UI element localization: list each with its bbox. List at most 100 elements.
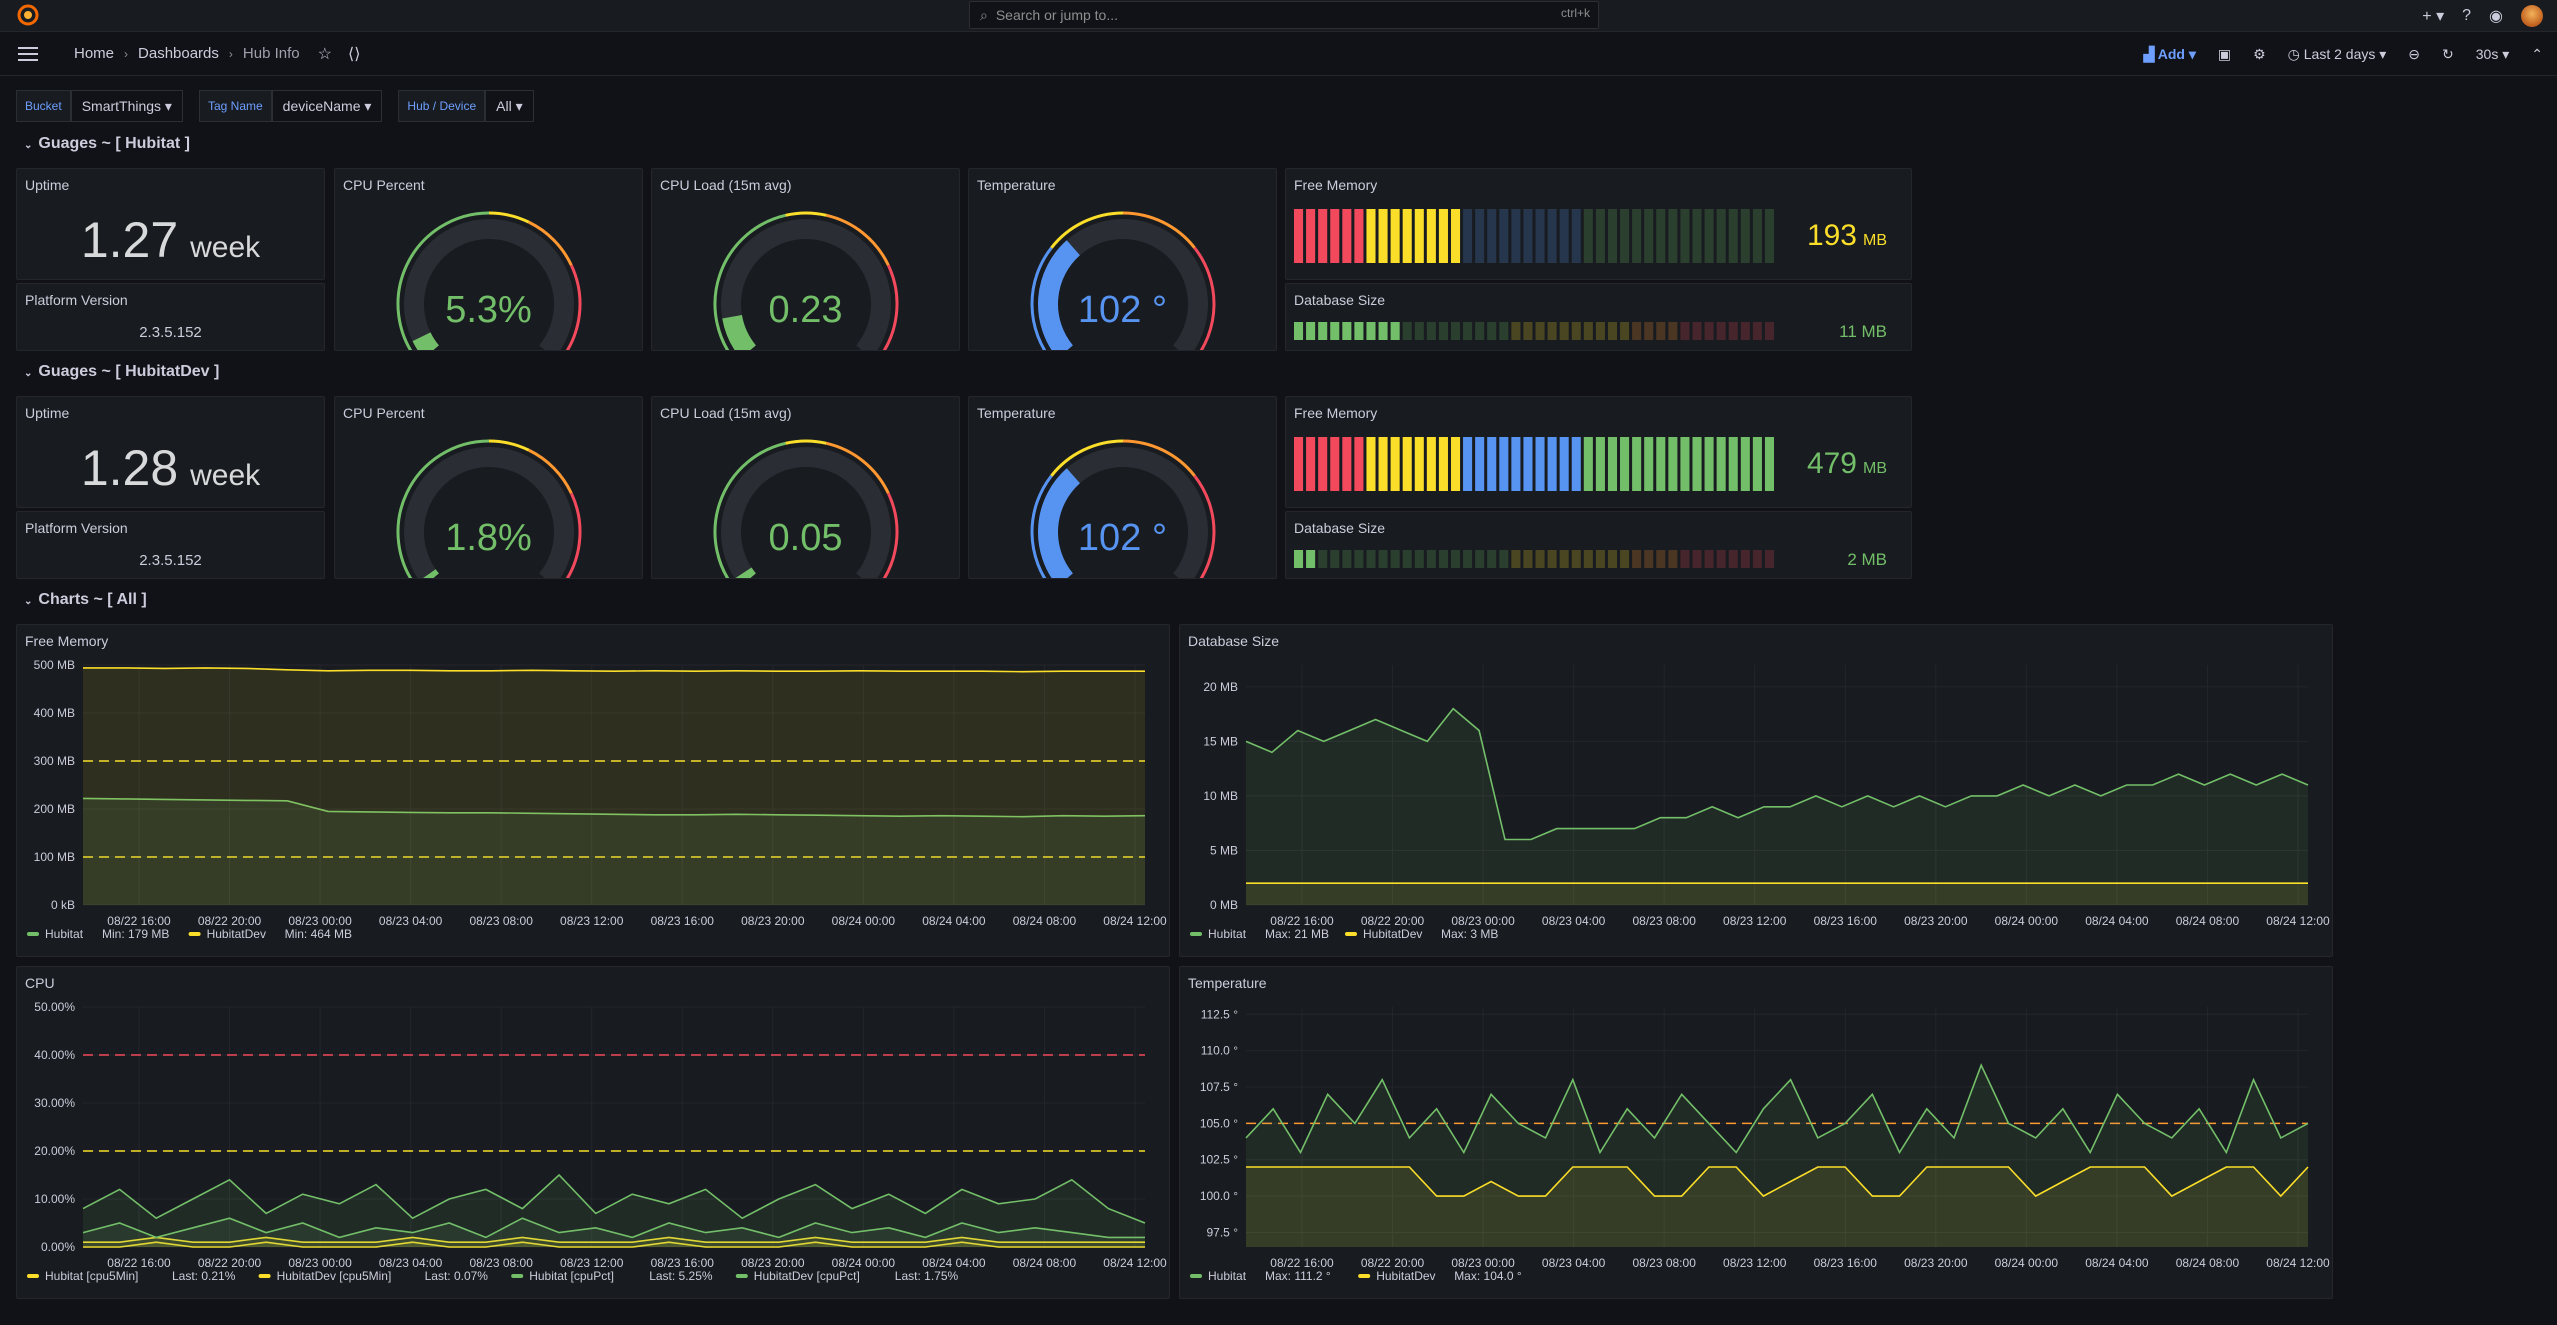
help-icon[interactable]: ? <box>2462 7 2472 24</box>
panel-cpu-gauge[interactable]: CPU Percent 1.8% <box>334 396 643 579</box>
bar-segment <box>1764 322 1774 340</box>
x-tick-label: 08/23 20:00 <box>1904 1256 1968 1270</box>
x-tick-label: 08/22 16:00 <box>107 914 171 928</box>
news-feed-icon[interactable]: ◉ <box>2489 8 2503 25</box>
panel-title: Temperature <box>977 405 1056 421</box>
gauge-track <box>404 219 574 350</box>
bar-segment <box>1499 322 1509 340</box>
bar-gauge-value-wrap: 193 MB <box>1807 219 1887 253</box>
settings-gear-icon[interactable]: ⚙ <box>2253 45 2266 62</box>
zoom-out-icon[interactable]: ⊖ <box>2408 45 2421 62</box>
grafana-logo-icon[interactable] <box>16 3 40 27</box>
panel-title: Temperature <box>1188 975 1267 991</box>
panel-temperature-chart[interactable]: Temperature 97.5 ° 100.0 ° 102.5 ° 105.0 ° 1… <box>1179 966 2333 1299</box>
bar-segment <box>1378 209 1388 263</box>
bar-segment <box>1764 550 1774 568</box>
panel-platform-version[interactable]: Platform Version 2.3.5.152 <box>16 511 325 579</box>
panel-free-memory-chart[interactable]: Free Memory 0 kB 100 MB 200 MB 300 MB 400 MB… <box>16 624 1170 957</box>
refresh-interval-picker[interactable]: 30s ▾ <box>2475 45 2510 62</box>
free-memory-chart: 0 kB 100 MB 200 MB 300 MB 400 MB 500 MB 08/22 … <box>27 658 1167 941</box>
refresh-icon[interactable]: ↻ <box>2442 45 2454 62</box>
share-icon[interactable]: ⟨⟩ <box>347 45 361 63</box>
bar-segment <box>1450 322 1461 340</box>
gauge-threshold-band <box>882 492 899 578</box>
legend-swatch <box>1345 932 1357 936</box>
bar-segment <box>1390 550 1400 568</box>
panel-uptime[interactable]: Uptime 1.27 week <box>16 168 325 280</box>
bar-segment <box>1330 550 1340 568</box>
panel-freemem-bargauge[interactable]: Free Memory 193 MB <box>1285 168 1912 280</box>
row-header-hubitat[interactable]: ⌄ Guages ~ [ Hubitat ] <box>24 135 190 153</box>
y-tick-label: 107.5 ° <box>1200 1080 1238 1094</box>
bar-segment <box>1499 550 1509 568</box>
bar-segment <box>1354 322 1364 340</box>
panel-uptime[interactable]: Uptime 1.28 week <box>16 396 325 508</box>
panel-title: CPU Percent <box>343 177 425 193</box>
add-button[interactable]: ▟ Add ▾ <box>2143 45 2196 62</box>
save-icon[interactable]: ▣ <box>2217 45 2232 62</box>
row-header-hubitatdev[interactable]: ⌄ Guages ~ [ HubitatDev ] <box>24 363 219 381</box>
avatar[interactable] <box>2521 5 2543 27</box>
panel-platform-version[interactable]: Platform Version 2.3.5.152 <box>16 283 325 351</box>
bar-segment <box>1656 550 1666 568</box>
bar-segment <box>1595 209 1605 263</box>
panel-temp-gauge[interactable]: Temperature 102 ° <box>968 168 1277 351</box>
y-tick-label: 0.00% <box>41 1240 75 1254</box>
breadcrumb-dashboards[interactable]: Dashboards <box>138 45 219 62</box>
collapse-icon[interactable]: ⌃ <box>2531 45 2543 62</box>
bar-segment <box>1487 550 1497 568</box>
bar-segment <box>1644 209 1654 263</box>
panel-load-gauge[interactable]: CPU Load (15m avg) 0.05 <box>651 396 960 579</box>
panel-database-size-chart[interactable]: Database Size 0 MB 5 MB 10 MB 15 MB 20 MB 08/… <box>1179 624 2333 957</box>
x-tick-label: 08/23 08:00 <box>469 1256 533 1270</box>
x-tick-label: 08/23 16:00 <box>1814 1256 1878 1270</box>
gauge-threshold-band <box>1050 211 1124 249</box>
row-header-charts[interactable]: ⌄ Charts ~ [ All ] <box>24 591 147 609</box>
gauge-threshold-band <box>396 439 490 578</box>
panel-temp-gauge[interactable]: Temperature 102 ° <box>968 396 1277 579</box>
panel-title: Temperature <box>977 177 1056 193</box>
bar-segment <box>1499 209 1509 263</box>
bar-segment <box>1680 437 1690 491</box>
panel-load-gauge[interactable]: CPU Load (15m avg) 0.23 <box>651 168 960 351</box>
new-plus-icon[interactable]: + ▾ <box>2422 8 2445 25</box>
x-tick-label: 08/23 08:00 <box>1632 914 1696 928</box>
x-tick-label: 08/24 04:00 <box>922 1256 986 1270</box>
panel-db-bargauge[interactable]: Database Size 2 MB <box>1285 511 1912 579</box>
search-input[interactable]: ⌕ Search or jump to... ctrl+k <box>969 1 1599 29</box>
panel-cpu-chart[interactable]: CPU 0.00% 10.00% 20.00% 30.00% 40.00% 50.00% 0… <box>16 966 1170 1299</box>
menu-icon[interactable] <box>18 46 38 61</box>
panel-title: Platform Version <box>25 520 128 536</box>
time-range-picker[interactable]: ◷ Last 2 days ▾ <box>2287 45 2387 62</box>
panel-cpu-gauge[interactable]: CPU Percent 5.3% <box>334 168 643 351</box>
x-tick-label: 08/23 16:00 <box>651 1256 715 1270</box>
bar-segment <box>1704 209 1714 263</box>
variable-select-tag-name[interactable]: deviceName ▾ <box>271 90 383 122</box>
panel-title: CPU Load (15m avg) <box>660 177 792 193</box>
variable-label-bucket: Bucket <box>16 90 71 122</box>
gauge-threshold-band <box>785 211 827 217</box>
bar-segment <box>1354 550 1364 568</box>
bar-segment <box>1523 437 1533 491</box>
y-tick-label: 50.00% <box>34 1000 75 1014</box>
bar-segment <box>1571 209 1581 263</box>
bar-segment <box>1668 437 1678 491</box>
cpu-gauge <box>396 439 582 578</box>
breadcrumb-home[interactable]: Home <box>74 45 115 62</box>
bar-segment <box>1475 437 1485 491</box>
panel-db-bargauge[interactable]: Database Size 11 MB <box>1285 283 1912 351</box>
bar-segment <box>1728 322 1738 340</box>
y-tick-label: 10 MB <box>1203 789 1238 803</box>
x-tick-label: 08/23 12:00 <box>560 914 624 928</box>
y-tick-label: 20.00% <box>34 1144 75 1158</box>
bar-segment <box>1366 550 1376 568</box>
star-icon[interactable]: ☆ <box>317 45 332 63</box>
variable-select-bucket[interactable]: SmartThings ▾ <box>70 90 183 122</box>
variable-select-hub-device[interactable]: All ▾ <box>485 90 534 122</box>
panel-title: CPU Percent <box>343 405 425 421</box>
legend-series-name: Hubitat <box>1208 927 1247 941</box>
panel-freemem-bargauge[interactable]: Free Memory 479 MB <box>1285 396 1912 508</box>
bar-gauge-value: 479 <box>1806 447 1857 480</box>
gauge-value: 102 ° <box>1077 289 1168 331</box>
legend-series-name: HubitatDev <box>1363 927 1422 941</box>
